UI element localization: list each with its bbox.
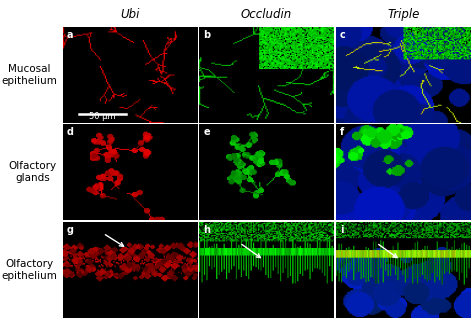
Text: b: b <box>203 30 210 40</box>
Text: h: h <box>203 225 210 235</box>
Text: c: c <box>340 30 346 40</box>
Text: Olfactory
epithelium: Olfactory epithelium <box>1 259 57 280</box>
Text: 50 μm: 50 μm <box>89 112 116 121</box>
Text: a: a <box>67 30 73 40</box>
Text: Occludin: Occludin <box>241 8 292 21</box>
Text: d: d <box>67 127 73 137</box>
Text: g: g <box>67 225 73 235</box>
Text: f: f <box>340 127 344 137</box>
Text: Ubi: Ubi <box>120 8 140 21</box>
Text: e: e <box>203 127 210 137</box>
Text: Triple: Triple <box>387 8 419 21</box>
Text: i: i <box>340 225 344 235</box>
Text: Mucosal
epithelium: Mucosal epithelium <box>1 64 57 85</box>
Text: Olfactory
glands: Olfactory glands <box>9 162 57 183</box>
